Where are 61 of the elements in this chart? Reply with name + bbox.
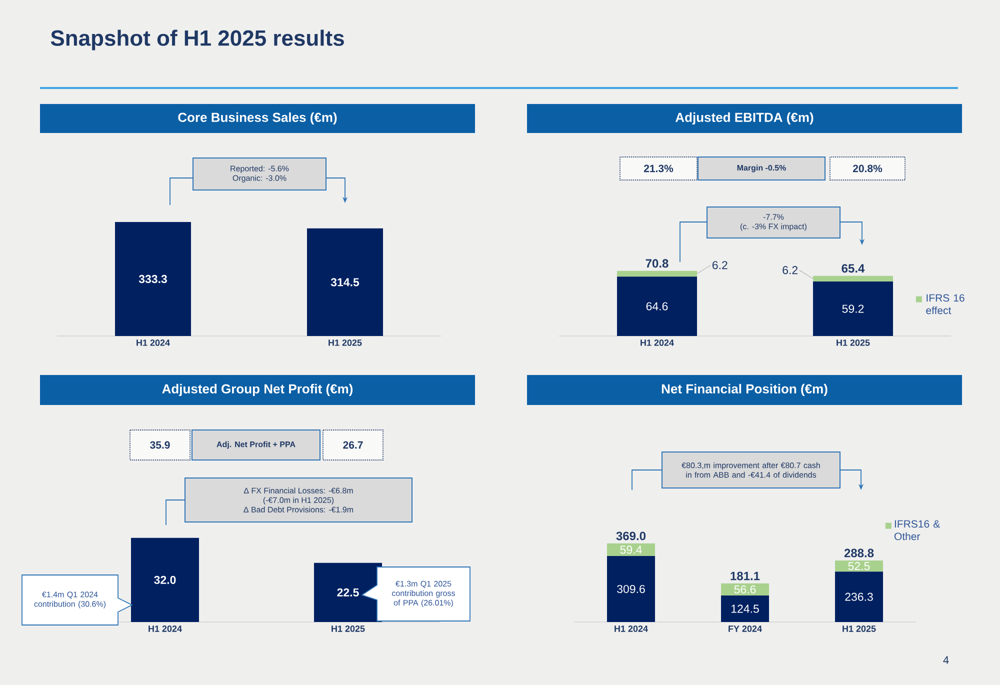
data-label: 309.6 bbox=[617, 584, 645, 594]
chart-title: Adjusted Group Net Profit (€m) bbox=[162, 384, 353, 396]
data-label: 6.2 bbox=[782, 266, 798, 274]
data-label: 333.3 bbox=[138, 274, 167, 284]
x-tick-label: H1 2024 bbox=[148, 626, 182, 632]
bar bbox=[721, 595, 770, 622]
bar bbox=[617, 276, 698, 336]
total-label: 288.8 bbox=[844, 548, 874, 558]
chart-title: Adjusted EBITDA (€m) bbox=[676, 112, 814, 125]
text: Snapshot of H1 2025 results bbox=[50, 30, 344, 50]
text: Reported: -5.6% bbox=[230, 166, 289, 173]
text: 26.7 bbox=[343, 441, 363, 449]
data-label: 56.6 bbox=[734, 585, 756, 594]
text: 4 bbox=[943, 656, 949, 664]
legend-label: IFRS16 & Other bbox=[894, 520, 940, 540]
text: Δ Bad Debt Provisions: -€1.9m bbox=[244, 506, 354, 512]
x-tick-label: H1 2025 bbox=[332, 626, 365, 632]
total-label: 65.4 bbox=[842, 264, 865, 273]
data-label: 314.5 bbox=[330, 278, 360, 286]
total-label: 181.1 bbox=[730, 572, 760, 580]
text: (-€7.0m in H1 2025) bbox=[263, 497, 334, 505]
data-label: 32.0 bbox=[154, 576, 176, 584]
text: 20.8% bbox=[852, 164, 882, 172]
x-tick-label: H1 2025 bbox=[328, 340, 362, 346]
x-tick-label: H1 2024 bbox=[136, 340, 170, 346]
text: €80.3,m improvement after €80.7 cash in from ABB and -€41.4 of dividends bbox=[682, 462, 820, 478]
total-label: 369.0 bbox=[616, 532, 646, 540]
total-label: 70.8 bbox=[646, 259, 668, 268]
text: -7.7% bbox=[763, 214, 784, 220]
bar bbox=[813, 282, 894, 336]
data-label: 64.6 bbox=[646, 302, 668, 310]
bar bbox=[607, 556, 656, 622]
text: Δ FX Financial Losses: -€6.8m bbox=[244, 488, 353, 494]
text: 35.9 bbox=[150, 441, 170, 449]
text: Organic: -3.0% bbox=[232, 175, 286, 182]
bar bbox=[835, 572, 884, 622]
text: Adj. Net Profit + PPA bbox=[216, 441, 296, 449]
bar bbox=[721, 583, 770, 596]
x-tick-label: FY 2024 bbox=[728, 626, 762, 632]
data-label: 22.5 bbox=[337, 588, 359, 596]
data-label: 124.5 bbox=[732, 604, 759, 613]
text: 21.3% bbox=[644, 164, 674, 172]
bar bbox=[607, 543, 656, 556]
annotation: €1.4m Q1 2024 contribution (30.6%) bbox=[34, 592, 106, 608]
data-label: 52.5 bbox=[848, 562, 870, 570]
legend-label: IFRS 16 effect bbox=[926, 294, 964, 314]
data-label: 59.2 bbox=[842, 304, 864, 313]
text: Margin -0.5% bbox=[737, 164, 786, 172]
bar bbox=[813, 276, 894, 282]
data-label: 59.4 bbox=[620, 546, 642, 554]
x-tick-label: H1 2024 bbox=[614, 626, 648, 632]
text: (c. -3% FX impact) bbox=[740, 223, 806, 231]
chart-title: Core Business Sales (€m) bbox=[178, 112, 337, 125]
chart-title: Net Financial Position (€m) bbox=[662, 384, 828, 396]
annotation: €1.3m Q1 2025 contribution gross of PPA (26.01%) bbox=[392, 580, 456, 608]
data-label: 236.3 bbox=[845, 592, 873, 601]
data-label: 6.2 bbox=[712, 261, 728, 270]
x-tick-label: H1 2024 bbox=[640, 340, 674, 346]
x-tick-label: H1 2025 bbox=[836, 340, 870, 346]
x-tick-label: H1 2025 bbox=[842, 626, 876, 632]
bar bbox=[617, 270, 698, 277]
